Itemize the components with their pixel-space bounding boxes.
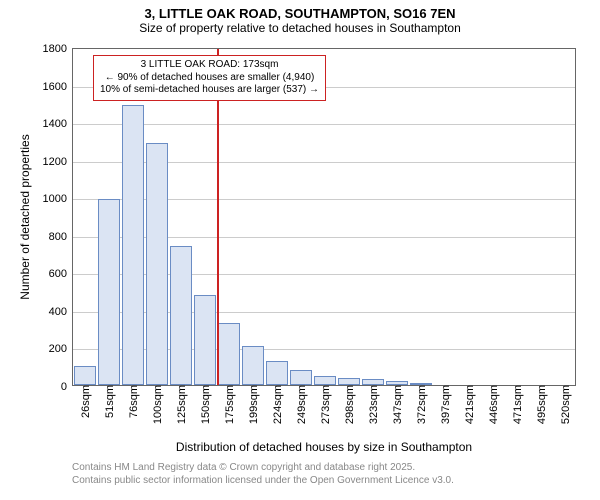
x-tick: 495sqm (534, 385, 548, 424)
x-tick: 150sqm (198, 385, 212, 424)
y-tick: 200 (49, 343, 73, 355)
x-tick: 520sqm (558, 385, 572, 424)
histogram-bar (194, 295, 217, 385)
x-tick: 100sqm (150, 385, 164, 424)
y-tick: 1400 (43, 118, 73, 130)
y-tick: 1600 (43, 81, 73, 93)
histogram-bar (266, 361, 289, 385)
histogram-bar (74, 366, 97, 385)
histogram-bar (314, 376, 337, 385)
footnote-line2: Contains public sector information licen… (72, 475, 454, 488)
annotation-line3: 10% of semi-detached houses are larger (… (100, 84, 319, 97)
x-tick: 372sqm (414, 385, 428, 424)
histogram-bar (146, 143, 169, 385)
histogram-bar (218, 323, 241, 385)
gridline (73, 124, 575, 125)
annotation-line1: 3 LITTLE OAK ROAD: 173sqm (100, 59, 319, 72)
y-tick: 1800 (43, 43, 73, 55)
histogram-bar (98, 199, 121, 385)
x-tick: 51sqm (102, 385, 116, 418)
marker-annotation: 3 LITTLE OAK ROAD: 173sqm ← 90% of detac… (93, 55, 326, 101)
x-tick: 471sqm (510, 385, 524, 424)
x-tick: 421sqm (462, 385, 476, 424)
chart-title-main: 3, LITTLE OAK ROAD, SOUTHAMPTON, SO16 7E… (0, 0, 600, 21)
y-tick: 1000 (43, 193, 73, 205)
x-tick: 76sqm (126, 385, 140, 418)
x-tick: 199sqm (246, 385, 260, 424)
x-tick: 347sqm (390, 385, 404, 424)
x-axis-label: Distribution of detached houses by size … (72, 440, 576, 454)
x-tick: 446sqm (486, 385, 500, 424)
annotation-line2: ← 90% of detached houses are smaller (4,… (100, 72, 319, 85)
y-tick: 0 (61, 381, 73, 393)
histogram-bar (122, 105, 145, 385)
y-tick: 400 (49, 306, 73, 318)
y-tick: 1200 (43, 156, 73, 168)
histogram-bar (290, 370, 313, 385)
plot-area: 3 LITTLE OAK ROAD: 173sqm ← 90% of detac… (72, 48, 576, 386)
x-tick: 26sqm (78, 385, 92, 418)
histogram-chart: 3, LITTLE OAK ROAD, SOUTHAMPTON, SO16 7E… (0, 0, 600, 500)
chart-title-sub: Size of property relative to detached ho… (0, 21, 600, 35)
histogram-bar (242, 346, 265, 385)
x-tick: 273sqm (318, 385, 332, 424)
histogram-bar (170, 246, 193, 385)
x-tick: 175sqm (222, 385, 236, 424)
x-tick: 125sqm (174, 385, 188, 424)
x-tick: 224sqm (270, 385, 284, 424)
x-tick: 298sqm (342, 385, 356, 424)
y-tick: 600 (49, 268, 73, 280)
x-tick: 397sqm (438, 385, 452, 424)
footnote: Contains HM Land Registry data © Crown c… (72, 462, 454, 487)
x-tick: 323sqm (366, 385, 380, 424)
y-axis-label: Number of detached properties (18, 48, 32, 386)
footnote-line1: Contains HM Land Registry data © Crown c… (72, 462, 454, 475)
x-tick: 249sqm (294, 385, 308, 424)
y-tick: 800 (49, 231, 73, 243)
histogram-bar (338, 378, 361, 386)
